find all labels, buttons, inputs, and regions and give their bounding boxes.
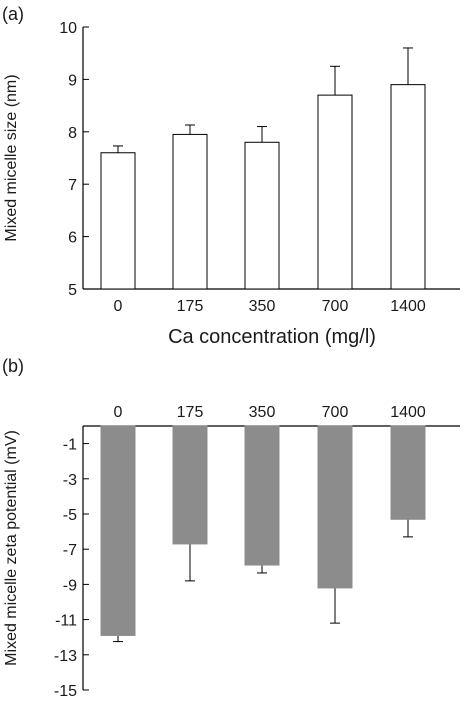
panel-a-y-tick-label: 6: [68, 230, 77, 247]
panel-a-chart: (a) Mixed micelle size (nm) Ca concentra…: [2, 4, 460, 348]
panel-a-y-tick-label: 7: [68, 177, 77, 194]
panel-b-y-tick-label: -15: [54, 683, 77, 700]
panel-a-x-tick-label: 175: [177, 298, 204, 315]
panel-a-y-tick-label: 10: [59, 20, 77, 37]
panel-b-label: (b): [2, 356, 24, 376]
panel-b-x-tick-label: 350: [249, 404, 276, 421]
panel-b-x-tick-label: 0: [114, 404, 123, 421]
panel-b-bars: [100, 425, 426, 643]
panel-b-x-tick-label: 700: [322, 404, 349, 421]
panel-b-bar: [390, 425, 426, 520]
panel-a-x-axis-label: Ca concentration (mg/l): [168, 326, 376, 348]
panel-b-y-tick-label: -9: [63, 577, 77, 594]
panel-a-x-tick-label: 700: [322, 298, 349, 315]
panel-b-y-axis-label: Mixed micelle zeta potential (mV): [3, 430, 20, 666]
panel-a-y-ticks: 5 6 7 8 9 10: [59, 20, 89, 299]
panel-a-x-tick-label: 0: [114, 298, 123, 315]
panel-a-y-axis-label: Mixed micelle size (nm): [3, 74, 20, 241]
panel-a-label: (a): [2, 4, 24, 24]
panel-b-x-ticks: 0 175 350 700 1400: [114, 404, 426, 421]
panel-b-x-tick-label: 175: [177, 404, 204, 421]
panel-b-y-tick-label: -1: [63, 437, 77, 454]
panel-a-bar: [244, 141, 280, 290]
panel-b-bar: [172, 425, 208, 545]
panel-a-y-tick-label: 8: [68, 125, 77, 142]
panel-b-y-tick-label: -13: [54, 648, 77, 665]
panel-b-bar: [100, 425, 136, 636]
panel-b-y-ticks: -1 -3 -5 -7 -9 -11 -13 -15: [54, 437, 89, 700]
panel-a-bar: [172, 133, 208, 290]
panel-a-bar: [390, 84, 426, 290]
panel-a-bars: [100, 47, 426, 290]
panel-a-y-tick-label: 9: [68, 72, 77, 89]
panel-a-x-tick-label: 1400: [390, 298, 426, 315]
panel-b-y-tick-label: -3: [63, 472, 77, 489]
panel-b-y-tick-label: -7: [63, 542, 77, 559]
panel-b-bar: [244, 425, 280, 566]
panel-b-y-tick-label: -11: [55, 613, 77, 630]
panel-b-x-tick-label: 1400: [390, 404, 426, 421]
panel-b-chart: (b) Mixed micelle zeta potential (mV) -1…: [2, 356, 460, 700]
panel-b-bar: [317, 425, 353, 589]
panel-a-x-tick-label: 350: [249, 298, 276, 315]
panel-a-y-tick-label: 5: [68, 282, 77, 299]
panel-a-bar: [100, 152, 136, 290]
panel-a-x-ticks: 0 175 350 700 1400: [114, 298, 426, 315]
panel-a-bar: [317, 94, 353, 290]
panel-b-y-tick-label: -5: [63, 507, 77, 524]
